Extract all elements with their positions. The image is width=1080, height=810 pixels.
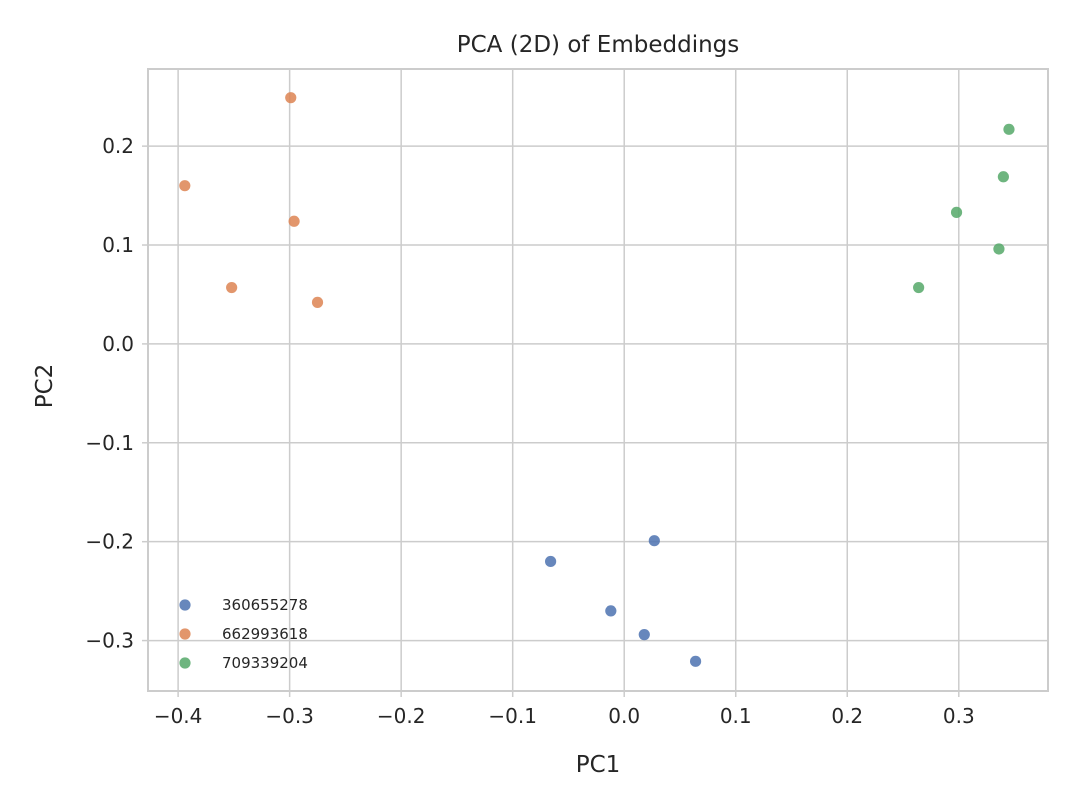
y-tick-label: 0.2 [102,134,134,158]
legend-item: 662993618 [179,625,308,643]
legend-marker [179,657,191,669]
data-point [913,281,925,294]
x-tick-label: −0.4 [154,704,203,728]
data-point [689,655,702,667]
y-tick-label: −0.3 [85,629,134,653]
data-point [1003,123,1015,135]
x-tick-label: 0.2 [831,704,863,728]
data-point [950,206,963,218]
legend-label: 709339204 [222,654,308,672]
x-tick-label: 0.0 [608,704,640,728]
legend-label: 662993618 [222,625,308,643]
data-point [311,296,324,308]
data-point [226,281,238,294]
x-tick-label: 0.1 [720,704,752,728]
x-axis-label: PC1 [576,752,621,778]
y-axis-label: PC2 [32,364,58,409]
grid [148,69,1048,691]
legend-item: 360655278 [179,596,308,614]
legend-item: 709339204 [179,654,308,672]
legend-marker [179,628,191,640]
y-tick-label: 0.1 [102,233,134,257]
data-point [179,180,191,192]
data-point [545,555,557,568]
series-709339204 [913,123,1015,294]
data-point [993,243,1005,255]
legend-marker [179,599,191,611]
series-662993618 [179,92,324,308]
x-tick-label: −0.1 [488,704,537,728]
data-point [285,92,297,104]
data-point [605,605,617,617]
chart-title: PCA (2D) of Embeddings [457,32,740,58]
x-tick-label: −0.2 [377,704,426,728]
y-tick-label: −0.2 [85,530,134,554]
legend-label: 360655278 [222,596,308,614]
y-tick-label: −0.1 [85,431,134,455]
legend: 360655278 662993618 709339204 [179,596,308,672]
x-tick-label: −0.3 [265,704,314,728]
axis-ticks: −0.4 −0.3 −0.2 −0.1 0.0 0.1 0.2 0.3 −0.3 −0.2 −0.1… [85,134,974,728]
data-point [288,215,300,227]
y-tick-label: 0.0 [102,332,134,356]
x-tick-label: 0.3 [943,704,975,728]
series-360655278 [545,535,702,667]
data-point [648,535,660,547]
data-point [638,629,650,641]
data-point [997,171,1009,183]
plot-frame [147,68,1049,692]
data-points [179,92,1015,667]
